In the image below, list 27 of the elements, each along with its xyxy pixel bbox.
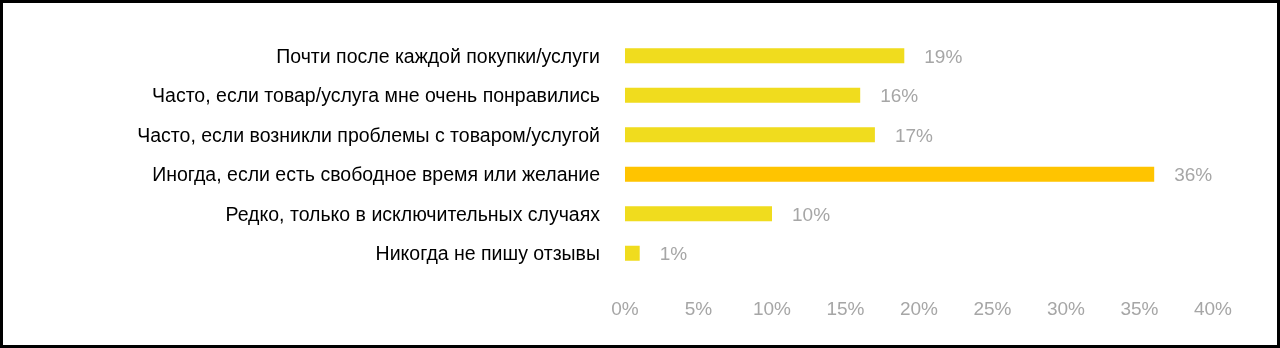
bar (625, 127, 875, 143)
x-tick-label: 5% (684, 297, 713, 319)
y-tick-label: Редко, только в исключительных случаях (225, 202, 601, 225)
x-tick-label: 20% (899, 297, 939, 319)
x-tick-label: 30% (1046, 297, 1086, 319)
x-tick-label: 35% (1120, 297, 1159, 319)
bar (625, 245, 640, 261)
data-label: 1% (659, 243, 688, 265)
data-label: 19% (924, 45, 963, 67)
y-tick-label: Никогда не пишу отзывы (375, 242, 600, 265)
x-tick-label: 40% (1193, 297, 1233, 319)
bar (625, 48, 905, 64)
x-tick-label: 10% (752, 297, 792, 319)
x-tick-label: 25% (973, 297, 1012, 319)
bar (625, 206, 772, 222)
y-tick-label: Часто, если товар/услуга мне очень понравились (152, 84, 600, 107)
data-label: 10% (792, 203, 831, 225)
data-label: 36% (1174, 164, 1213, 186)
x-tick-label: 15% (826, 297, 865, 319)
y-tick-label: Почти после каждой покупки/услуги (276, 44, 600, 67)
y-tick-label: Часто, если возникли проблемы с товаром/услугой (137, 123, 600, 146)
y-tick-label: Иногда, если есть свободное время или желание (152, 163, 600, 186)
bar (625, 166, 1155, 182)
data-label: 17% (894, 124, 934, 146)
x-tick-label: 0% (611, 297, 639, 319)
bar (625, 87, 861, 103)
data-label: 16% (880, 85, 919, 107)
